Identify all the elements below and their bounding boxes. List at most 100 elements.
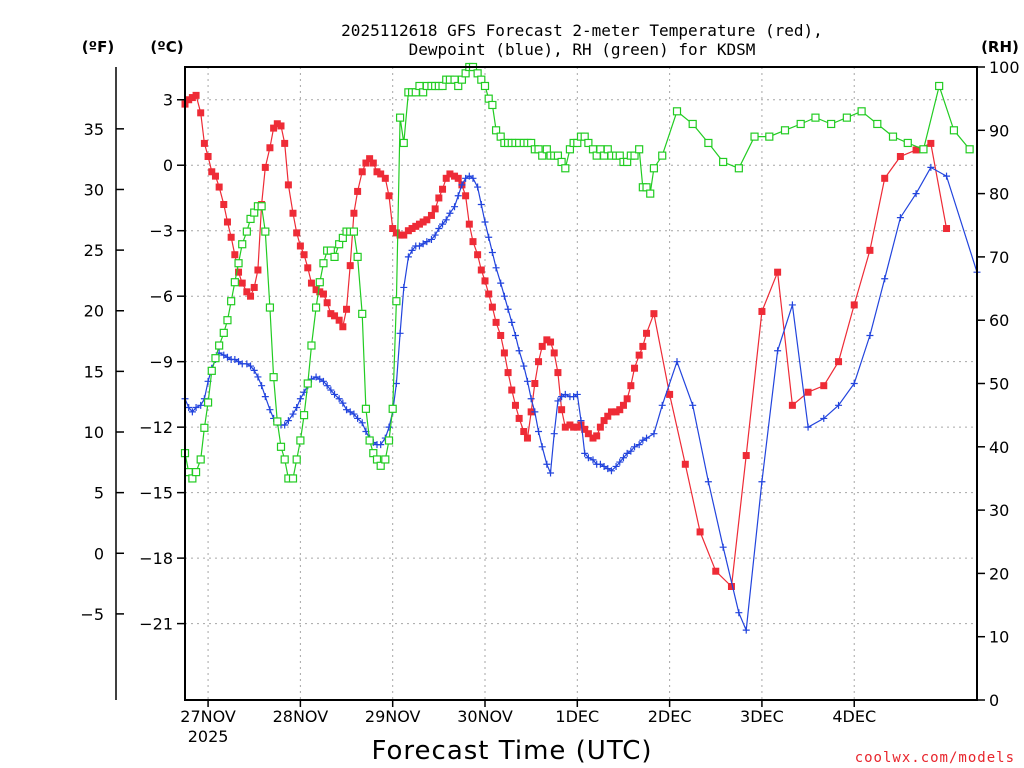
temp-point [366,155,374,163]
dewpoint-point [231,355,239,363]
temp-point [307,279,315,287]
temp-point [339,323,347,331]
dewpoint-point [492,264,500,272]
rh-point [257,202,266,211]
fahrenheit-tick-label: 0 [94,544,104,563]
temp-point [604,412,612,420]
rh-point [491,126,501,135]
temp-point [261,163,269,171]
temp-point [254,266,262,274]
rh-point [646,189,655,198]
temp-point [204,152,212,160]
dewpoint-point [535,428,543,436]
temp-point [343,305,351,313]
temp-point [273,120,281,128]
dewpoint-point [497,279,505,287]
x-tick-label: 27NOV [180,707,236,726]
rh-point [215,341,224,350]
temp-point [431,205,439,213]
temp-point [485,290,493,298]
temp-point [550,349,558,357]
dewpoint-point [435,225,443,233]
temp-point [462,192,470,200]
x-tick-label: 3DEC [740,707,784,726]
temp-point [696,528,704,536]
temp-point [192,91,200,99]
unit-label-rh: (RH) [981,38,1019,56]
temp-point [607,408,615,416]
dewpoint-point [689,401,697,409]
rh-point [827,119,836,129]
rh-point [230,278,239,287]
dewpoint-point [774,347,782,355]
dewpoint-point [896,214,904,222]
temp-point [316,288,324,296]
dewpoint-point [343,406,351,414]
rh-point [842,113,851,122]
rh-point [269,373,278,382]
unit-label-fahrenheit: (ºF) [82,38,114,56]
rh-tick-label: 80 [989,185,1009,204]
fahrenheit-tick-label: −5 [80,605,104,624]
dewpoint-point [673,358,681,366]
temp-point [547,338,555,346]
rh-point [307,341,316,350]
temp-point [211,172,219,180]
dewpoint-point [358,419,366,427]
rh-point [358,309,367,318]
temp-point [293,229,301,237]
dewpoint-point [469,174,477,182]
rh-point [365,436,374,445]
temp-point [243,288,251,296]
temp-point [561,423,569,431]
dewpoint-point [439,220,447,228]
temp-point [208,168,216,176]
temp-point [474,251,482,259]
temp-point [631,364,639,372]
rh-point [223,316,232,325]
temp-point [451,172,459,180]
dewpoint-point [607,467,615,475]
temp-point [504,369,512,377]
dewpoint-point [650,430,658,438]
rh-point [200,423,209,432]
temp-point [446,170,454,178]
x-tick-label: 30NOV [457,707,513,726]
temp-point [389,225,397,233]
rh-point [630,151,639,160]
temp-point [281,139,289,147]
dewpoint-point [431,231,439,239]
rh-point [361,404,371,413]
rh-point [658,151,667,160]
rh-point [688,119,697,129]
temp-point [412,222,420,230]
rh-point [395,113,405,122]
rh-point [381,455,390,464]
temp-point [358,168,366,176]
dewpoint-point [243,360,251,368]
temp-point [520,428,528,436]
dewpoint-point [331,390,339,398]
dewpoint-point [596,460,604,468]
temp-point [419,218,427,226]
dewpoint-point [404,253,412,261]
dewpoint-point [804,423,812,431]
dewpoint-point [235,358,243,366]
dewpoint-point [415,242,423,250]
temp-point [788,401,796,409]
rh-tick-label: 40 [989,438,1009,457]
temp-point [465,220,473,228]
rh-point [196,455,205,464]
dewpoint-point [485,233,493,241]
rh-point [296,436,305,445]
dewpoint-point [396,329,404,337]
celsius-tick-label: 3 [163,91,173,110]
dewpoint-point [820,414,828,422]
temp-point [396,231,404,239]
dewpoint-point [385,423,393,431]
dewpoint-point [377,441,385,449]
dewpoint-point [531,408,539,416]
rh-point [873,119,882,129]
dewpoint-point [850,380,858,387]
unit-label-celsius: (ºC) [150,38,183,56]
